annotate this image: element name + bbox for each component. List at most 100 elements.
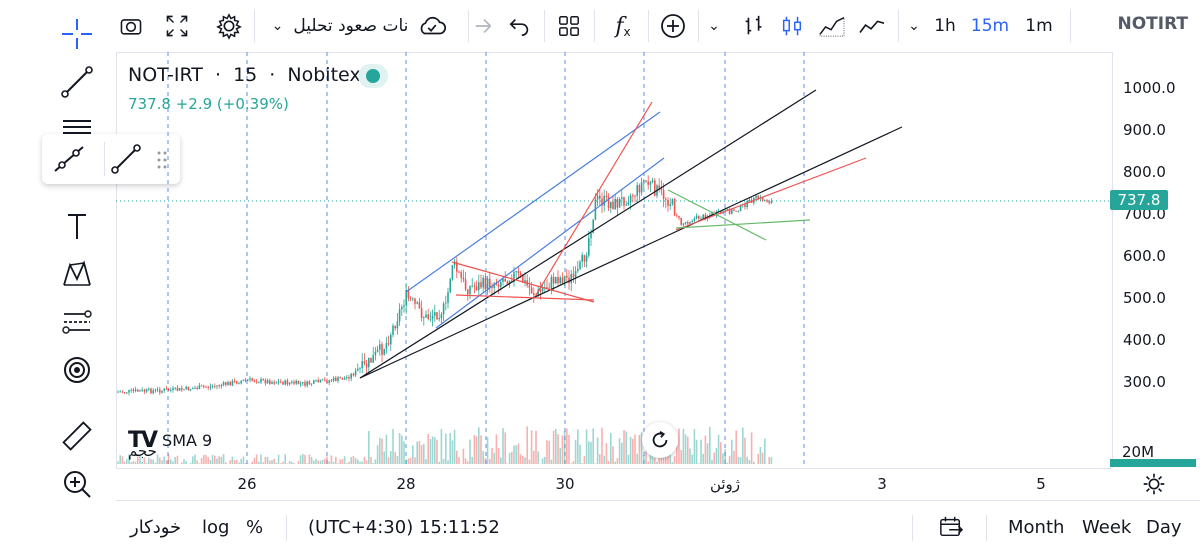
candle-body xyxy=(691,221,693,222)
candle-body xyxy=(467,289,469,294)
volume-bar xyxy=(410,458,412,464)
volume-bar xyxy=(628,455,630,464)
candle-body xyxy=(282,382,284,384)
candle-body xyxy=(353,374,355,376)
camera-icon[interactable] xyxy=(116,6,146,46)
candles-chart-icon[interactable] xyxy=(778,6,806,46)
settings-gear-icon[interactable] xyxy=(210,6,248,46)
candle-body xyxy=(170,390,172,391)
scale-settings-icon[interactable] xyxy=(1140,470,1170,498)
volume-bar xyxy=(388,457,390,464)
candle-body xyxy=(216,386,218,387)
volume-bar xyxy=(240,459,242,464)
compare-add-icon[interactable] xyxy=(656,6,690,46)
candle-body xyxy=(628,202,630,204)
candle-body xyxy=(733,210,735,211)
undo-icon[interactable] xyxy=(506,6,534,46)
goto-date-icon[interactable] xyxy=(938,515,964,544)
area-chart-icon[interactable] xyxy=(816,6,848,46)
range-day[interactable]: Day xyxy=(1146,517,1182,538)
ray-icon[interactable] xyxy=(52,142,86,176)
line-chart-icon[interactable] xyxy=(856,6,888,46)
candle-body xyxy=(432,316,434,319)
candle-body xyxy=(683,223,685,224)
volume-bar xyxy=(740,457,742,464)
symbol-legend[interactable]: NOT-IRT · 15 · Nobitex xyxy=(128,64,361,86)
volume-bar xyxy=(731,440,733,464)
timeframe-1h[interactable]: 1h xyxy=(930,6,960,46)
volume-bar xyxy=(408,458,410,464)
volume-bar xyxy=(381,439,383,464)
zoom-in-icon[interactable] xyxy=(52,462,102,506)
candle-body xyxy=(570,274,572,283)
volume-bar xyxy=(293,463,295,464)
volume-bar xyxy=(361,462,363,464)
candle-body xyxy=(348,377,350,378)
timeframe-1m[interactable]: 1m xyxy=(1022,6,1056,46)
fullscreen-icon[interactable] xyxy=(158,6,196,46)
ruler-icon[interactable] xyxy=(52,414,102,458)
volume-bar xyxy=(199,463,201,464)
volume-bar xyxy=(254,458,256,464)
candle-body xyxy=(529,285,531,287)
symbol-search[interactable]: NOTIRT xyxy=(1117,14,1188,34)
candle-body xyxy=(553,277,555,284)
candle-body xyxy=(157,389,159,390)
volume-bar xyxy=(526,426,528,464)
log-scale-toggle[interactable]: log xyxy=(202,517,229,538)
candle-body xyxy=(416,302,418,303)
trendline-icon[interactable] xyxy=(52,60,102,104)
layout-dropdown[interactable]: ⌄ نات صعود تحلیل xyxy=(260,6,460,46)
crosshair-icon[interactable] xyxy=(52,12,102,56)
volume-bar xyxy=(639,435,641,464)
volume-bar xyxy=(434,437,436,464)
candle-body xyxy=(328,380,330,382)
volume-bar xyxy=(441,429,443,464)
volume-bar xyxy=(544,457,546,464)
volume-bar xyxy=(632,439,634,464)
price-scale[interactable]: 1000.0 900.0 800.0 700.0 600.0 500.0 400… xyxy=(1112,52,1200,468)
text-icon[interactable] xyxy=(52,204,102,248)
candle-body xyxy=(280,382,282,383)
redo-icon[interactable] xyxy=(470,6,498,46)
percent-scale-toggle[interactable]: % xyxy=(246,517,263,538)
volume-bar xyxy=(342,459,344,464)
volume-bar xyxy=(707,443,709,464)
timeframe-chevron-icon[interactable]: ⌄ xyxy=(904,6,924,46)
range-week[interactable]: Week xyxy=(1082,517,1131,538)
auto-scale-toggle[interactable]: خودکار xyxy=(130,517,181,538)
volume-bar xyxy=(548,441,550,464)
bars-chart-icon[interactable] xyxy=(740,6,768,46)
volume-bar xyxy=(599,454,601,464)
volume-bar xyxy=(405,460,407,464)
volume-bar xyxy=(531,430,533,464)
volume-bar xyxy=(509,453,511,464)
pattern-icon[interactable] xyxy=(52,252,102,296)
candle-body xyxy=(295,381,297,384)
candle-body xyxy=(685,222,687,223)
candle-body xyxy=(771,201,773,203)
volume-bar xyxy=(716,448,718,464)
candle-body xyxy=(551,277,553,289)
volume-bar xyxy=(315,459,317,464)
fib-icon[interactable] xyxy=(52,300,102,344)
volume-bar xyxy=(364,457,366,464)
range-month[interactable]: Month xyxy=(1008,517,1064,538)
time-axis[interactable]: 26 28 30 ژوئن 3 5 xyxy=(116,468,1112,501)
reset-chart-button[interactable] xyxy=(642,422,678,458)
volume-bar xyxy=(265,457,267,464)
volume-bar xyxy=(353,456,355,464)
timeframe-15m[interactable]: 15m xyxy=(968,6,1012,46)
layout-grid-icon[interactable] xyxy=(552,6,586,46)
candle-body xyxy=(357,369,359,371)
volume-bar xyxy=(553,431,555,464)
timezone-clock[interactable]: (UTC+4:30) 15:11:52 xyxy=(308,517,500,538)
target-icon[interactable] xyxy=(52,348,102,392)
price-chart[interactable] xyxy=(116,52,1112,468)
volume-bar xyxy=(705,436,707,464)
volume-bar xyxy=(757,454,759,464)
volume-bar xyxy=(500,457,502,464)
candle-body xyxy=(548,288,550,289)
chart-type-chevron-icon[interactable]: ⌄ xyxy=(704,6,724,46)
